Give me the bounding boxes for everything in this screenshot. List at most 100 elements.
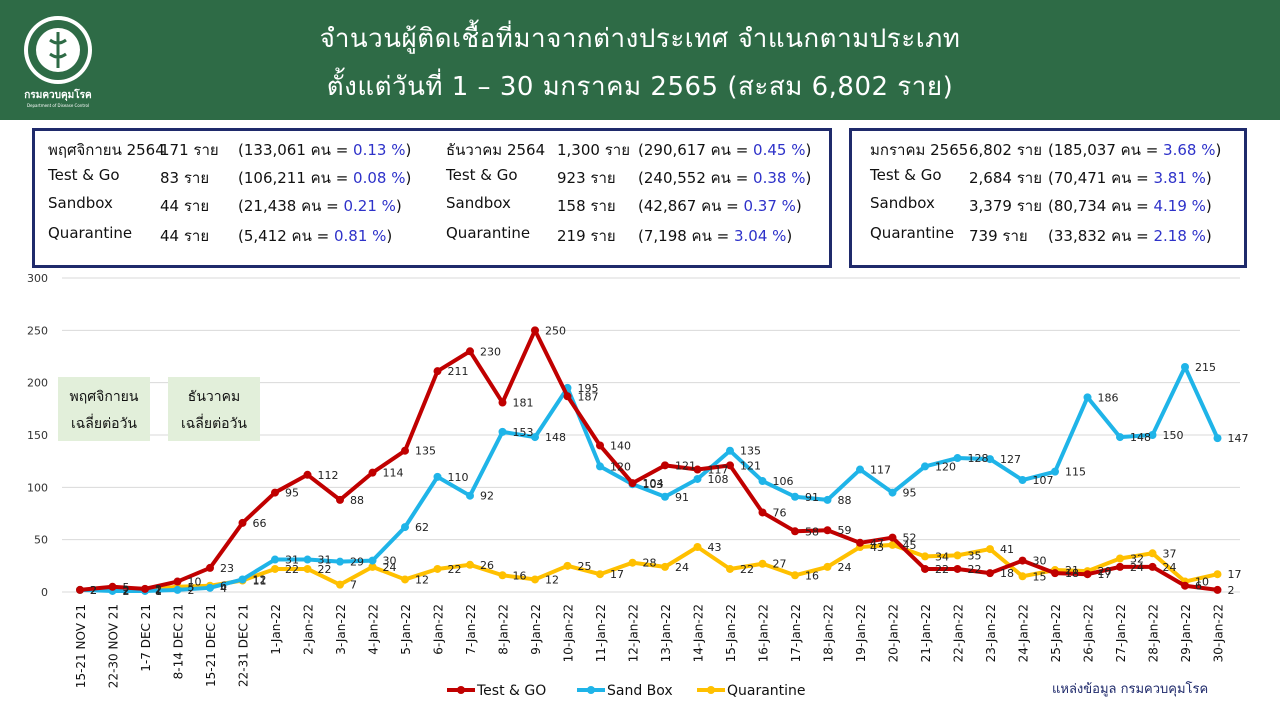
summary-label: Quarantine — [870, 224, 955, 242]
data-point — [271, 564, 279, 573]
legend-label: Quarantine — [727, 683, 806, 699]
summary-detail: (70,471 คน = 3.81 %) — [1048, 169, 1212, 187]
data-label: 2 — [188, 584, 195, 597]
data-point — [76, 585, 84, 594]
data-point — [1083, 570, 1092, 579]
data-label: 26 — [480, 559, 494, 572]
x-tick-label: 4-Jan-22 — [367, 604, 381, 655]
data-label: 95 — [903, 487, 917, 500]
data-label: 6 — [1195, 580, 1202, 593]
data-label: 215 — [1195, 361, 1216, 374]
data-point — [628, 479, 637, 488]
y-tick-label: 0 — [41, 586, 48, 599]
x-tick-label: 27-Jan-22 — [1114, 604, 1128, 662]
summary-label: Test & Go — [48, 166, 120, 184]
data-label: 92 — [480, 490, 494, 503]
summary-detail: (80,734 คน = 4.19 %) — [1048, 197, 1212, 215]
data-point — [498, 571, 507, 580]
data-label: 31 — [285, 554, 299, 567]
data-point — [173, 585, 182, 594]
data-label: 187 — [578, 390, 599, 403]
data-label: 18 — [1065, 567, 1079, 580]
data-point — [888, 533, 897, 542]
data-label: 20 — [1098, 565, 1112, 578]
data-point — [791, 571, 799, 580]
x-tick-label: 16-Jan-22 — [757, 604, 771, 662]
data-label: 2 — [123, 585, 130, 598]
data-point — [953, 564, 962, 573]
summary-box-nov-dec — [32, 128, 832, 268]
summary-count: 923 ราย — [557, 169, 616, 187]
data-label: 21 — [1065, 564, 1079, 577]
data-point — [466, 560, 474, 569]
data-point — [141, 584, 149, 593]
data-point — [433, 367, 442, 376]
summary-detail: (42,867 คน = 0.37 %) — [638, 197, 802, 215]
data-label: 24 — [675, 561, 689, 574]
data-point — [758, 477, 767, 486]
data-label: 150 — [1163, 429, 1184, 442]
data-label: 25 — [578, 560, 592, 573]
data-point — [986, 545, 994, 554]
data-label: 127 — [1000, 453, 1021, 466]
summary-count: 158 ราย — [557, 197, 616, 215]
data-label: 17 — [610, 568, 624, 581]
x-tick-label: 11-Jan-22 — [594, 604, 608, 662]
data-label: 112 — [318, 469, 339, 482]
data-point — [823, 562, 832, 571]
data-label: 106 — [773, 475, 794, 488]
data-label: 135 — [740, 445, 761, 458]
summary-detail: (290,617 คน = 0.45 %) — [638, 141, 812, 159]
data-label: 120 — [610, 460, 631, 473]
x-tick-label: 13-Jan-22 — [659, 604, 673, 662]
data-point — [433, 472, 442, 481]
y-tick-label: 50 — [34, 534, 48, 547]
data-point — [726, 461, 734, 470]
data-label: 59 — [838, 524, 852, 537]
data-point — [661, 562, 669, 571]
data-label: 186 — [1098, 391, 1119, 404]
data-label: 1 — [155, 585, 162, 598]
data-point — [1116, 433, 1124, 442]
data-label: 91 — [675, 491, 689, 504]
legend-label: Test & GO — [476, 683, 546, 699]
data-point — [531, 326, 539, 335]
data-point — [758, 508, 767, 517]
data-point — [921, 462, 929, 471]
data-point — [206, 583, 214, 592]
data-point — [1018, 556, 1027, 565]
data-label: 28 — [643, 557, 657, 570]
data-label: 16 — [805, 569, 819, 582]
summary-label: Sandbox — [870, 194, 935, 212]
data-label: 2 — [155, 584, 162, 597]
x-tick-label: 28-Jan-22 — [1147, 604, 1161, 662]
summary-label: Test & Go — [870, 166, 942, 184]
data-label: 7 — [350, 579, 357, 592]
data-point — [368, 556, 377, 565]
data-label: 23 — [220, 562, 234, 575]
data-label: 34 — [935, 550, 949, 563]
data-point — [336, 495, 344, 504]
data-label: 62 — [415, 521, 429, 534]
data-label: 6 — [220, 580, 227, 593]
data-label: 117 — [708, 464, 729, 477]
data-point — [596, 441, 604, 450]
data-label: 115 — [1065, 466, 1086, 479]
data-point — [1116, 554, 1124, 563]
summary-count: 44 ราย — [160, 197, 210, 215]
data-label: 43 — [870, 541, 884, 554]
data-point — [726, 446, 734, 455]
data-label: 4 — [220, 582, 227, 595]
summary-count: 3,379 ราย — [969, 197, 1042, 215]
data-label: 76 — [773, 506, 787, 519]
summary-count: 6,802 ราย — [969, 141, 1042, 159]
data-point — [1181, 362, 1189, 371]
data-label: 114 — [383, 467, 404, 480]
data-point — [206, 563, 214, 572]
data-point — [856, 538, 864, 547]
x-tick-label: 15-21 DEC 21 — [204, 604, 218, 687]
data-label: 10 — [188, 576, 202, 589]
data-label: 22 — [968, 563, 982, 576]
legend-label: Sand Box — [607, 683, 673, 699]
data-label: 10 — [1195, 576, 1209, 589]
